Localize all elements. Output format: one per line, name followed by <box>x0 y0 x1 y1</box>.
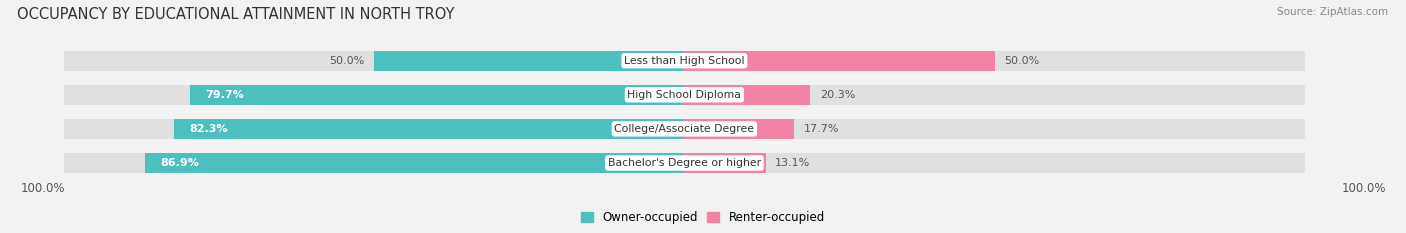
Text: 17.7%: 17.7% <box>804 124 839 134</box>
Bar <box>374 51 685 71</box>
Bar <box>145 153 685 173</box>
Bar <box>173 119 685 139</box>
Legend: Owner-occupied, Renter-occupied: Owner-occupied, Renter-occupied <box>576 206 830 229</box>
Text: 100.0%: 100.0% <box>1341 182 1386 195</box>
Text: 79.7%: 79.7% <box>205 90 245 100</box>
Bar <box>63 153 685 173</box>
Text: Bachelor's Degree or higher: Bachelor's Degree or higher <box>607 158 761 168</box>
Text: 50.0%: 50.0% <box>329 56 364 66</box>
Text: High School Diploma: High School Diploma <box>627 90 741 100</box>
Bar <box>685 51 1305 71</box>
Bar <box>63 51 685 71</box>
Bar <box>685 153 766 173</box>
Text: Less than High School: Less than High School <box>624 56 745 66</box>
Text: 50.0%: 50.0% <box>1004 56 1039 66</box>
Bar <box>685 85 810 105</box>
Bar <box>63 85 685 105</box>
Bar <box>63 119 685 139</box>
Bar <box>685 119 794 139</box>
Bar <box>685 85 1305 105</box>
Text: 13.1%: 13.1% <box>775 158 810 168</box>
Bar <box>685 153 1305 173</box>
Text: 86.9%: 86.9% <box>160 158 200 168</box>
Text: 82.3%: 82.3% <box>188 124 228 134</box>
Bar <box>685 51 994 71</box>
Bar <box>685 119 1305 139</box>
Bar <box>190 85 685 105</box>
Text: OCCUPANCY BY EDUCATIONAL ATTAINMENT IN NORTH TROY: OCCUPANCY BY EDUCATIONAL ATTAINMENT IN N… <box>17 7 454 22</box>
Text: College/Associate Degree: College/Associate Degree <box>614 124 755 134</box>
Text: 100.0%: 100.0% <box>20 182 65 195</box>
Text: Source: ZipAtlas.com: Source: ZipAtlas.com <box>1277 7 1388 17</box>
Text: 20.3%: 20.3% <box>820 90 855 100</box>
